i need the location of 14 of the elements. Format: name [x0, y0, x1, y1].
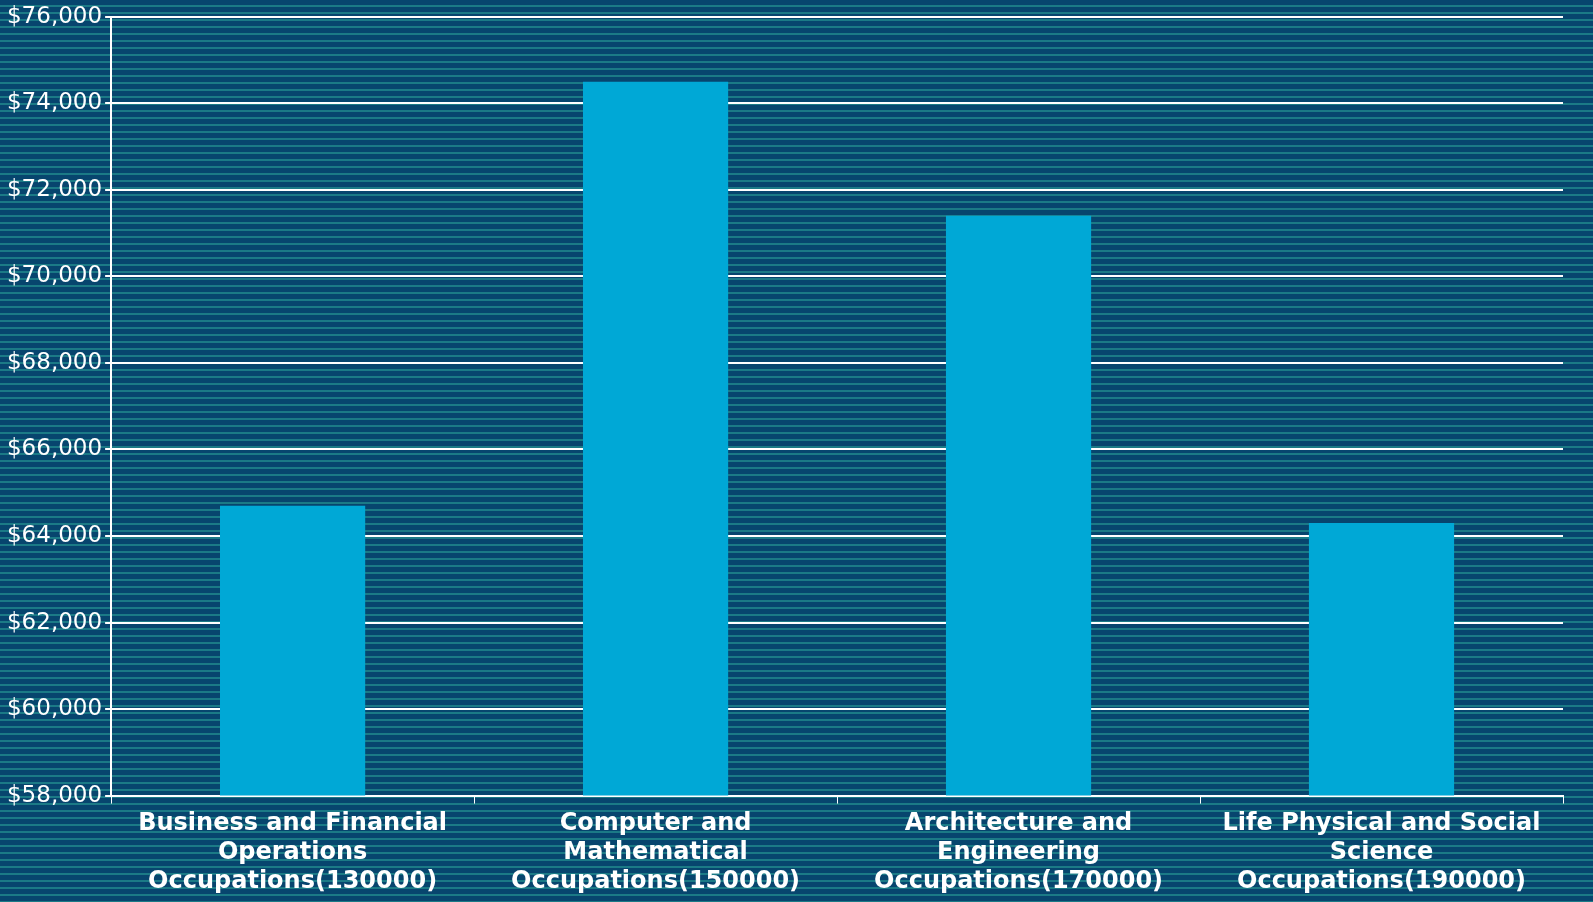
- y-tick-label: $68,000: [6, 347, 103, 374]
- y-tick-label: $66,000: [6, 434, 103, 461]
- y-tick-label: $74,000: [6, 88, 103, 115]
- y-tick-label: $70,000: [6, 261, 103, 288]
- y-tick-label: $62,000: [6, 607, 103, 634]
- y-tick-label: $64,000: [6, 520, 103, 547]
- y-tick-label: $60,000: [6, 694, 103, 721]
- x-tick-label: Architecture and Engineering Occupations(170000): [874, 808, 1164, 894]
- x-tick-label: Computer and Mathematical Occupations(150000): [511, 808, 801, 894]
- x-tick-label: Business and Financial Operations Occupations(130000): [138, 808, 448, 894]
- y-tick-label: $72,000: [6, 174, 103, 201]
- y-tick-label: $76,000: [6, 1, 103, 28]
- y-tick-label: $58,000: [6, 780, 103, 807]
- x-tick-label: Life Physical and Social Science Occupations(190000): [1222, 808, 1541, 894]
